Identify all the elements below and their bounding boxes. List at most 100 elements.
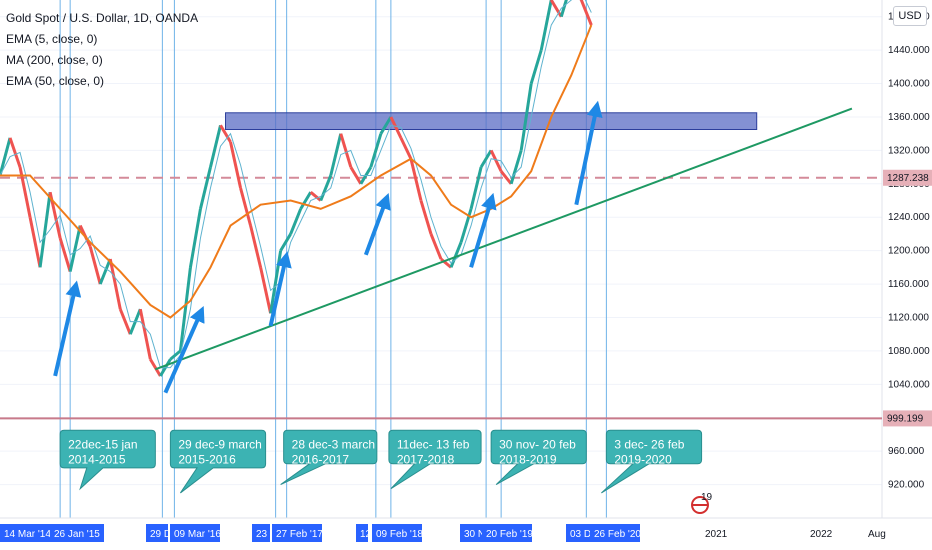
time-label-bg [50,524,104,542]
time-label-bg [372,524,422,542]
callout-line1: 30 nov- 20 feb [499,437,576,451]
price-segment [519,83,533,151]
price-segment [399,137,413,160]
time-label: 30 N [464,529,485,540]
trend-arrow [574,100,603,206]
y-tick-label: 1200.000 [888,246,930,257]
time-label: 27 Feb '17 [276,529,323,540]
price-segment [239,187,253,226]
legend-ma200: MA (200, close, 0) [6,53,103,67]
support-trendline [155,107,853,371]
price-tag-bg [883,410,932,427]
time-label: 26 Jan '15 [54,529,100,540]
price-segment [309,191,322,202]
callout-bubble [601,429,703,494]
price-segment [198,166,212,210]
time-label: 2021 [705,529,728,540]
callout-bubble [490,429,587,486]
price-tag-label: 999.199 [887,413,924,424]
currency-button[interactable]: USD [893,6,927,26]
ema5-line [0,0,592,369]
price-segment [409,158,423,201]
chart-legend: Gold Spot / U.S. Dollar, 1D, OANDA EMA (… [6,8,198,92]
callout-line2: 2015-2016 [178,452,236,466]
time-label: 23 [256,529,268,540]
y-tick-label: 1360.000 [888,112,930,123]
price-segment [459,208,473,243]
price-segment [449,241,463,268]
trend-arrow [268,251,292,327]
price-segment [289,208,303,235]
time-label: 09 Feb '18 [376,529,423,540]
ma200-line [0,24,593,319]
y-tick-label: 1040.000 [888,379,930,390]
price-segment [219,124,232,143]
price-segment [0,137,12,176]
time-label-bg [566,524,590,542]
price-segment [339,133,353,168]
time-label: 09 Mar '16 [174,529,221,540]
legend-symbol: Gold Spot / U.S. Dollar, 1D, OANDA [6,11,199,25]
callout-line1: 11dec- 13 feb [397,437,470,451]
time-label-bg [146,524,168,542]
time-label: 03 D [570,529,591,540]
price-segment [188,208,202,268]
legend-ema5: EMA (5, close, 0) [6,32,98,46]
price-segment [539,0,553,51]
trend-arrow [363,193,391,256]
price-segment [279,233,292,252]
price-segment [229,141,243,189]
time-label: 26 Feb '20 [594,529,641,540]
time-label: 12 [360,529,372,540]
trend-arrow [53,280,82,377]
price-segment [479,149,493,168]
price-segment [249,225,263,268]
callout-line1: 3 dec- 26 feb [614,437,684,451]
time-label-bg [460,524,484,542]
price-segment [549,0,563,18]
time-label-bg [252,524,270,542]
price-segment [319,174,333,202]
price-segment [509,149,523,185]
price-segment [118,308,132,335]
price-segment [149,358,162,377]
price-tag-bg [883,169,932,186]
time-label: 14 Mar '14 [4,529,51,540]
price-tag-label: 1287.238 [887,173,929,184]
price-segment [209,124,222,168]
callout-line1: 22dec-15 jan [68,437,137,451]
trend-arrow [163,305,205,394]
y-tick-label: 1240.000 [888,212,930,223]
price-segment [489,149,503,172]
callout-bubble [388,429,482,490]
time-label: 2022 [810,529,833,540]
time-label: 29 D [150,529,171,540]
y-tick-label: 960.000 [888,446,925,457]
callout-line2: 2017-2018 [397,452,455,466]
time-label-bg [482,524,532,542]
time-label-bg [272,524,322,542]
badge-count: 19 [701,492,713,503]
price-segment [529,49,543,84]
price-segment [58,237,72,272]
callout-bubble [280,429,378,486]
callout-line2: 2016-2017 [292,452,350,466]
price-segment [8,137,22,168]
y-tick-label: 1160.000 [888,279,929,290]
price-segment [389,116,403,139]
callout-line1: 28 dec-3 march [292,437,375,451]
time-label-bg [590,524,640,542]
time-label-bg [356,524,368,542]
trend-arrow [469,192,497,268]
price-segment [429,233,443,260]
legend-ema50: EMA (50, close, 0) [6,74,105,88]
callout-bubble [169,429,267,494]
time-label: Aug [868,529,886,540]
